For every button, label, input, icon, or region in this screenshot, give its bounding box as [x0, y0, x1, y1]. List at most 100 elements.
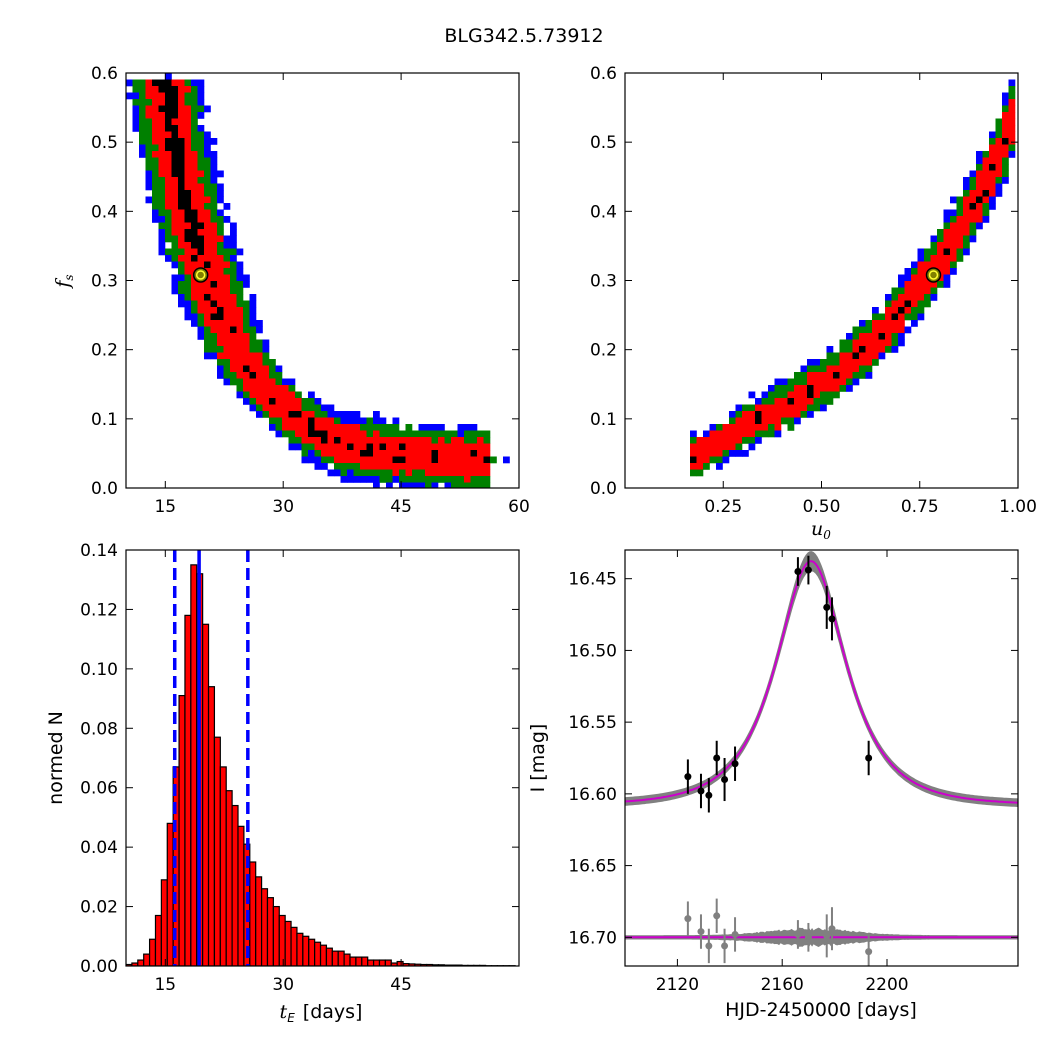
inner-cell: [191, 196, 198, 204]
mid-cell: [748, 437, 756, 444]
inner-cell: [865, 346, 873, 353]
mid-cell: [217, 242, 224, 249]
outer-cell: [197, 333, 205, 340]
y-tick-label: 0.5: [590, 133, 617, 153]
mid-cell: [308, 443, 315, 451]
inner-cell: [839, 359, 847, 366]
inner-cell: [392, 437, 400, 444]
inner-cell: [230, 313, 237, 321]
inner-cell: [761, 411, 769, 418]
mid-cell: [859, 365, 866, 373]
outer-cell: [178, 294, 185, 301]
outer-cell: [431, 424, 439, 431]
inner-cell: [477, 456, 484, 464]
mid-cell: [833, 359, 840, 366]
mid-cell: [256, 339, 263, 347]
core-cell: [321, 437, 328, 444]
inner-cell: [152, 125, 159, 132]
figure-title: BLG342.5.73912: [444, 25, 603, 47]
mid-cell: [366, 417, 374, 425]
outer-cell: [930, 294, 938, 301]
core-cell: [178, 144, 185, 152]
mid-cell: [210, 183, 218, 191]
core-cell: [171, 157, 179, 165]
outer-cell: [904, 326, 912, 334]
inner-cell: [230, 320, 237, 327]
inner-cell: [236, 313, 244, 321]
inner-cell: [184, 112, 192, 119]
outer-cell: [418, 482, 426, 488]
core-cell: [191, 229, 198, 236]
inner-cell: [178, 79, 185, 87]
mid-cell: [295, 391, 302, 399]
mid-cell: [210, 216, 218, 223]
histogram-bar: [184, 614, 192, 966]
y-axis-label: normed N: [45, 711, 67, 805]
histogram-bar: [266, 897, 274, 966]
inner-cell: [191, 203, 198, 210]
mid-cell: [288, 430, 296, 438]
outer-cell: [204, 144, 211, 152]
x-tick-label: 2160: [761, 975, 804, 995]
inner-cell: [165, 170, 172, 178]
inner-cell: [197, 255, 205, 262]
outer-cell: [210, 352, 218, 360]
mid-cell: [217, 346, 224, 353]
core-cell: [178, 183, 185, 191]
data-point: [828, 615, 836, 623]
core-cell: [171, 170, 179, 178]
mid-cell: [204, 190, 211, 197]
y-tick-label: 0.6: [91, 64, 118, 84]
mid-cell: [937, 235, 944, 243]
inner-cell: [171, 183, 179, 191]
inner-cell: [982, 164, 990, 171]
inner-cell: [217, 326, 224, 334]
mid-cell: [243, 313, 250, 321]
inner-cell: [301, 430, 309, 438]
mid-cell: [158, 196, 166, 204]
histogram-bar: [202, 623, 210, 966]
inner-cell: [878, 339, 886, 347]
inner-cell: [366, 463, 374, 470]
x-tick-label: 0.50: [803, 497, 841, 517]
inner-cell: [275, 411, 283, 418]
core-cell: [184, 196, 192, 204]
core-cell: [989, 164, 996, 171]
inner-cell: [249, 352, 257, 360]
outer-cell: [158, 229, 166, 236]
inner-cell: [748, 430, 756, 438]
core-cell: [308, 424, 315, 431]
inner-cell: [191, 287, 198, 295]
mid-cell: [145, 157, 153, 165]
inner-cell: [178, 242, 185, 249]
mid-cell: [171, 242, 179, 249]
mid-cell: [956, 203, 964, 210]
outer-cell: [347, 469, 354, 477]
outer-cell: [722, 456, 730, 464]
mid-cell: [904, 313, 912, 321]
mid-cell: [165, 209, 172, 217]
outer-cell: [950, 268, 957, 275]
best-fit-marker-inner: [195, 270, 206, 280]
inner-cell: [288, 404, 296, 412]
y-tick-label: 0.6: [590, 64, 617, 84]
inner-cell: [197, 170, 205, 178]
model-curve: [625, 560, 1018, 804]
inner-cell: [373, 437, 380, 444]
inner-cell: [735, 424, 743, 431]
inner-cell: [709, 443, 717, 451]
outer-cell: [197, 92, 205, 100]
outer-cell: [405, 482, 413, 488]
inner-cell: [197, 281, 205, 288]
mid-cell: [781, 417, 788, 425]
mid-cell: [197, 105, 205, 113]
mid-cell: [197, 138, 205, 145]
outer-cell: [982, 216, 990, 223]
inner-cell: [321, 424, 328, 431]
outer-cell: [262, 346, 270, 353]
core-cell: [171, 144, 179, 152]
inner-cell: [418, 450, 426, 457]
inner-cell: [217, 339, 224, 347]
mid-cell: [288, 437, 296, 444]
inner-cell: [431, 469, 439, 477]
